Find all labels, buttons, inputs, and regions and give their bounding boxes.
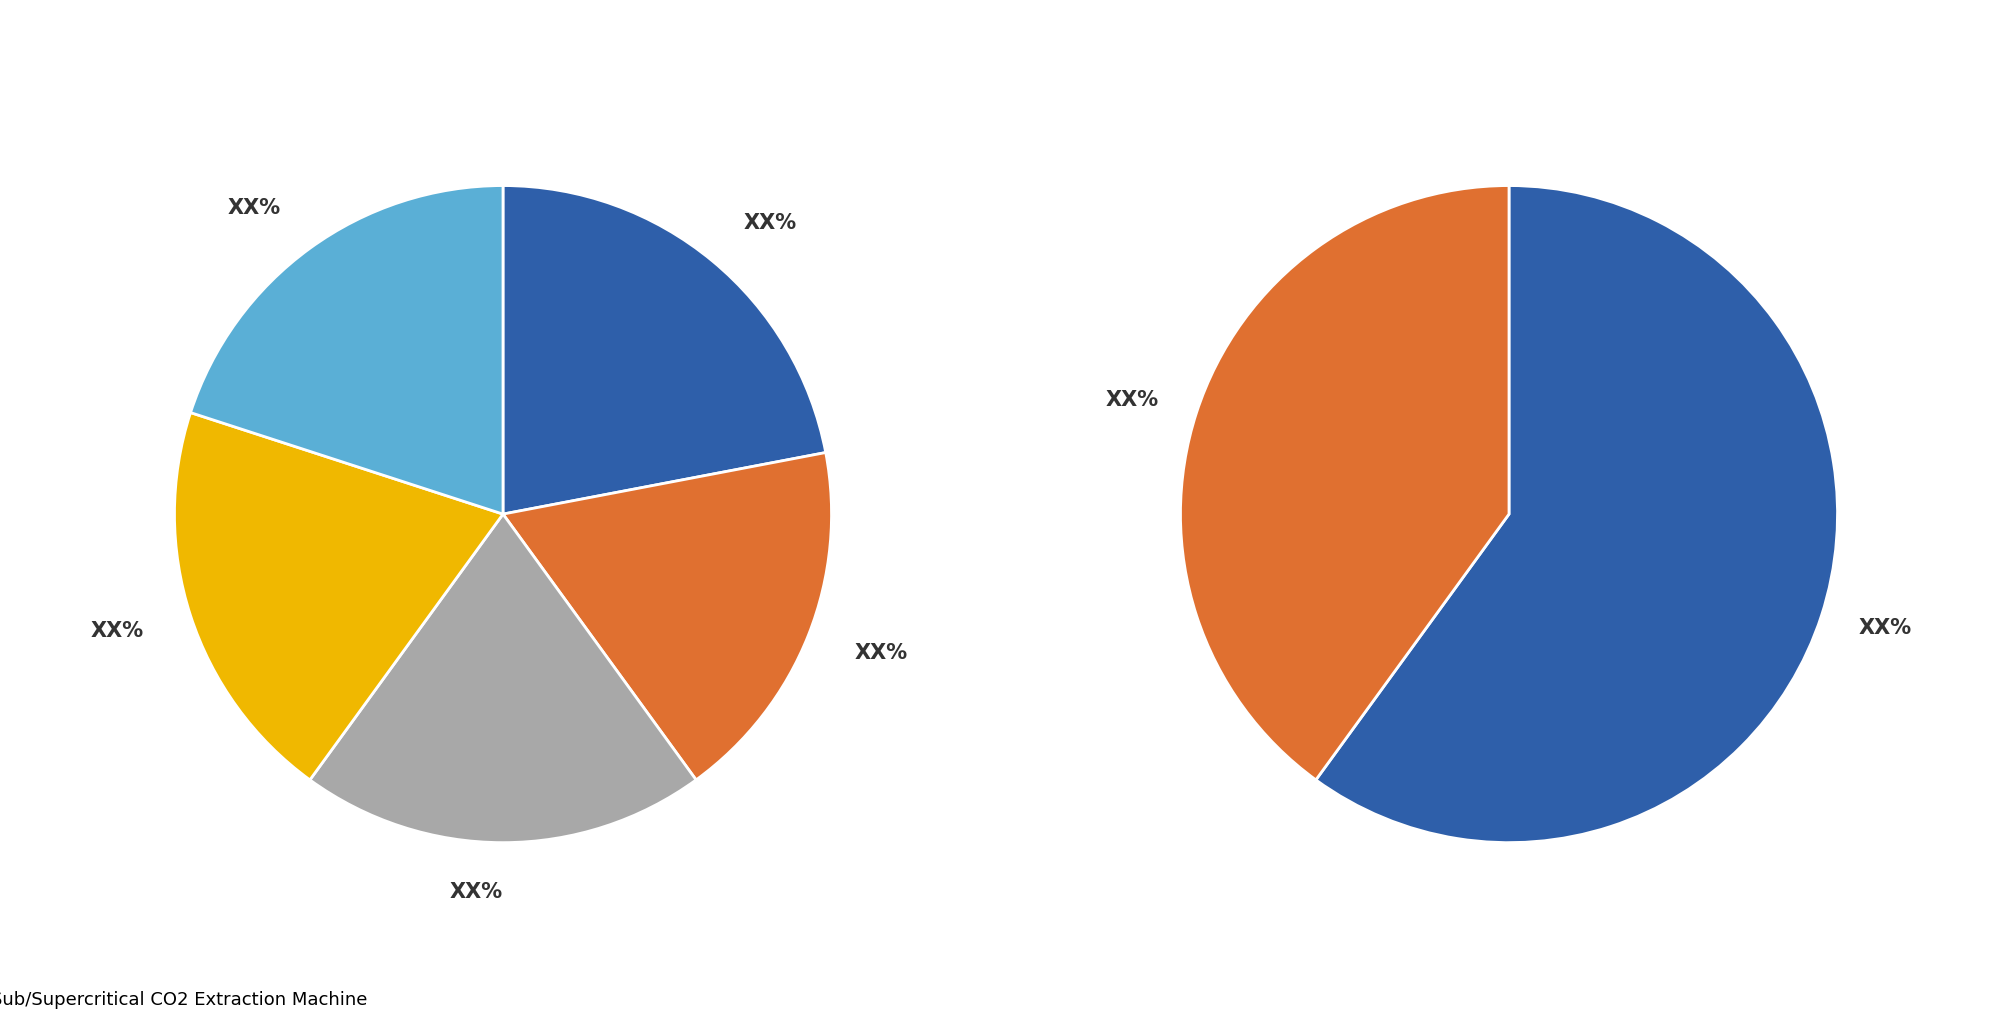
- Text: XX%: XX%: [855, 643, 907, 663]
- Text: XX%: XX%: [1107, 390, 1159, 411]
- Text: Website: www.theindustrystats.com: Website: www.theindustrystats.com: [1348, 965, 1746, 984]
- Text: Email: sales@theindustrystats.com: Email: sales@theindustrystats.com: [724, 965, 1111, 984]
- Legend: Sub/Supercritical CO2 Extraction Machine, Ethanol Extraction Machine, Hydrocarbo: Sub/Supercritical CO2 Extraction Machine…: [0, 986, 372, 1014]
- Wedge shape: [310, 514, 696, 843]
- Wedge shape: [175, 413, 503, 780]
- Wedge shape: [503, 186, 825, 514]
- Text: XX%: XX%: [744, 213, 797, 233]
- Text: XX%: XX%: [227, 199, 282, 218]
- Wedge shape: [1316, 186, 1837, 843]
- Text: XX%: XX%: [91, 621, 143, 641]
- Wedge shape: [191, 186, 503, 514]
- Text: XX%: XX%: [451, 882, 503, 901]
- Wedge shape: [503, 452, 831, 780]
- Text: Fig. Global Cannabis Oil Extraction Machine Market Share by Product Types & Appl: Fig. Global Cannabis Oil Extraction Mach…: [20, 33, 1354, 60]
- Wedge shape: [1181, 186, 1509, 780]
- Legend: Recreational Cannabis, Medical Cannabis: Recreational Cannabis, Medical Cannabis: [817, 1010, 1298, 1014]
- Text: XX%: XX%: [1859, 618, 1911, 638]
- Text: Source: Theindustrystats Analysis: Source: Theindustrystats Analysis: [36, 965, 412, 984]
